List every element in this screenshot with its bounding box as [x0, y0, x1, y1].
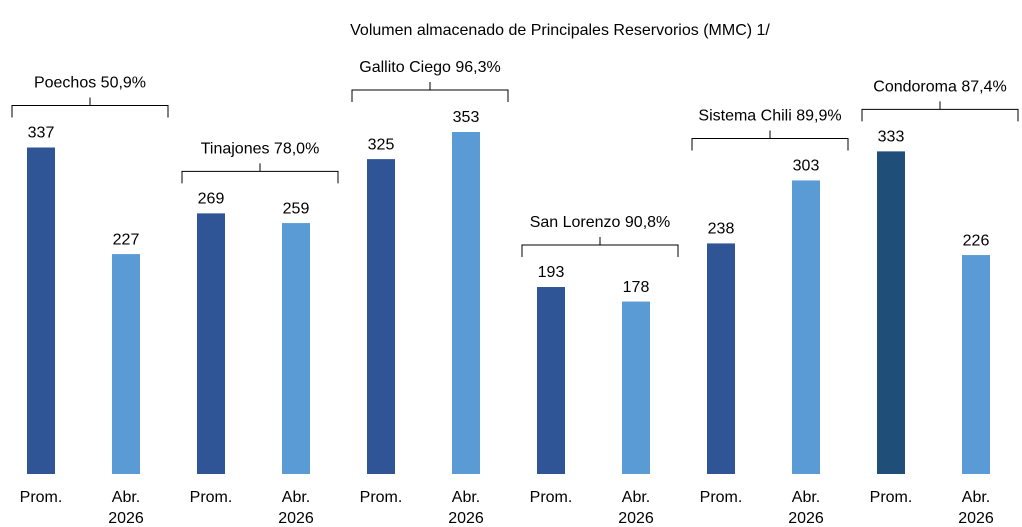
x-tick-label: Abr. 2026: [448, 489, 484, 527]
bracket: [521, 237, 679, 258]
bracket: [181, 163, 339, 184]
x-tick-label: Prom.: [190, 489, 233, 506]
group-label: Tinajones 78,0%: [201, 141, 320, 158]
group-label: Poechos 50,9%: [34, 75, 146, 92]
group-label: Sistema Chili 89,9%: [698, 108, 841, 125]
x-tick-label: Prom.: [530, 489, 573, 506]
bar: [27, 147, 55, 475]
bracket: [351, 82, 509, 102]
value-label: 269: [198, 191, 225, 208]
bar: [452, 132, 480, 474]
value-label: 193: [538, 264, 565, 281]
value-label: 227: [113, 231, 140, 248]
value-label: 238: [708, 221, 735, 238]
value-label: 337: [28, 125, 55, 142]
value-label: 333: [878, 129, 905, 146]
bar: [962, 255, 990, 474]
chart-title: Volumen almacenado de Principales Reserv…: [350, 22, 770, 39]
x-tick-label: Abr. 2026: [958, 489, 994, 527]
x-tick-label: Abr. 2026: [108, 489, 144, 527]
bar: [792, 180, 820, 474]
value-label: 303: [793, 158, 820, 175]
bar: [282, 223, 310, 474]
x-tick-label: Prom.: [870, 489, 913, 506]
value-label: 259: [283, 200, 310, 217]
value-label: 353: [453, 109, 480, 126]
value-label: 226: [963, 232, 990, 249]
bar: [877, 151, 905, 474]
value-label: 325: [368, 136, 395, 153]
bar: [537, 287, 565, 474]
x-tick-label: Abr. 2026: [788, 489, 824, 527]
x-tick-label: Abr. 2026: [278, 489, 314, 527]
group-label: Condoroma 87,4%: [873, 79, 1006, 96]
bar: [197, 213, 225, 474]
bracket: [11, 97, 169, 118]
group-label: San Lorenzo 90,8%: [530, 214, 671, 231]
value-label: 178: [623, 279, 650, 296]
x-tick-label: Prom.: [20, 489, 63, 506]
bar: [112, 254, 140, 474]
bar: [622, 301, 650, 474]
group-label: Gallito Ciego 96,3%: [359, 59, 500, 76]
x-tick-label: Prom.: [700, 489, 743, 506]
bar: [367, 159, 395, 474]
bracket: [861, 101, 1019, 122]
bracket: [691, 130, 849, 151]
x-tick-label: Abr. 2026: [618, 489, 654, 527]
x-tick-label: Prom.: [360, 489, 403, 506]
bar: [707, 243, 735, 474]
